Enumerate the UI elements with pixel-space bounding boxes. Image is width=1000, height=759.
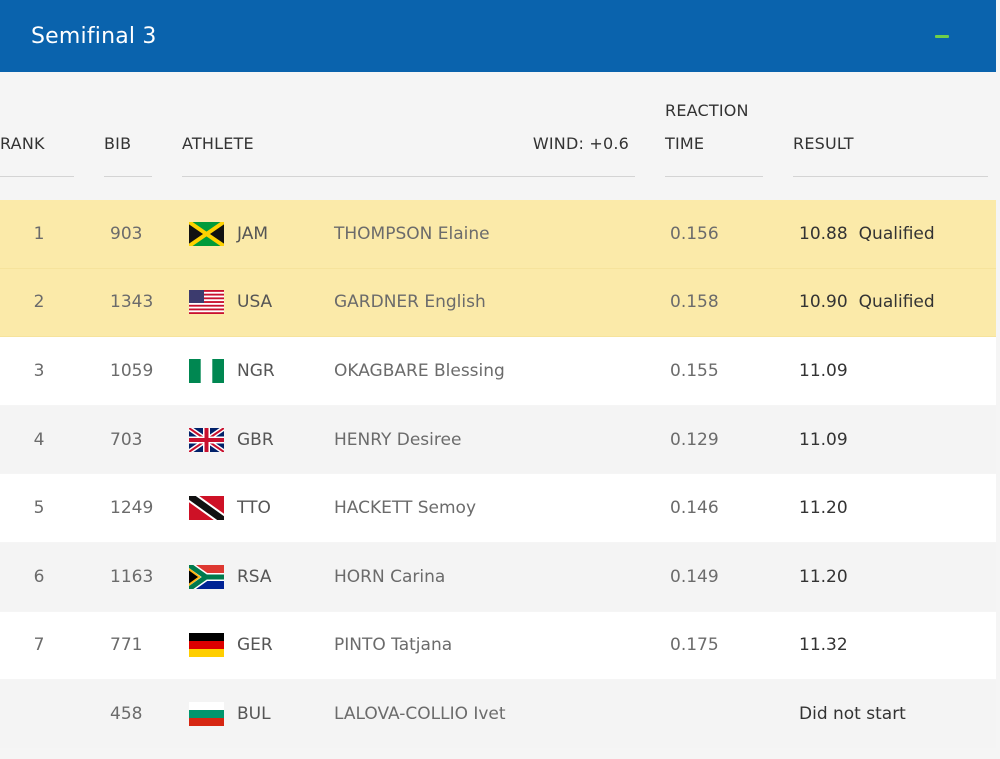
column-reaction-time: REACTION TIME xyxy=(665,72,763,177)
country-code: JAM xyxy=(237,223,269,244)
rank-cell: 7 xyxy=(33,635,45,656)
bib-cell: 1343 xyxy=(110,292,154,313)
rank-cell: 2 xyxy=(33,292,45,313)
results-table-body: 1 903 JAM THOMPSON Elaine 0.156 10.88 Qu… xyxy=(0,200,996,749)
column-result: RESULT xyxy=(793,72,988,177)
column-rank: RANK xyxy=(0,72,74,177)
result-cell: 11.32 xyxy=(799,612,848,680)
athlete-name-link[interactable]: HENRY Desiree xyxy=(334,429,462,450)
table-row[interactable]: 458 BUL LALOVA-COLLIO Ivet Did not start xyxy=(0,680,996,749)
column-bib: BIB xyxy=(104,72,152,177)
result-time: 11.09 xyxy=(799,429,848,450)
reaction-label-line1: REACTION xyxy=(665,101,749,120)
bib-cell: 458 xyxy=(110,703,143,724)
result-cell: Did not start xyxy=(799,680,906,748)
column-athlete: ATHLETE xyxy=(182,72,484,177)
athlete-name-link[interactable]: PINTO Tatjana xyxy=(334,635,453,656)
result-time: 11.32 xyxy=(799,635,848,656)
reaction-time-cell: 0.158 xyxy=(670,292,719,313)
result-cell: 10.88 Qualified xyxy=(799,200,935,268)
bib-cell: 771 xyxy=(110,635,143,656)
semifinal-header[interactable]: Semifinal 3 xyxy=(0,0,996,72)
athlete-name-link[interactable]: THOMPSON Elaine xyxy=(334,223,490,244)
germany-flag-icon xyxy=(189,612,224,680)
collapse-button[interactable] xyxy=(924,24,960,48)
athlete-name-link[interactable]: OKAGBARE Blessing xyxy=(334,360,505,381)
result-cell: 11.09 xyxy=(799,337,848,405)
minus-icon xyxy=(935,34,949,38)
results-table-header: RANK BIB ATHLETE WIND: +0.6 REACTION TIM… xyxy=(0,72,1000,200)
reaction-time-cell: 0.155 xyxy=(670,360,719,381)
table-row[interactable]: 1 903 JAM THOMPSON Elaine 0.156 10.88 Qu… xyxy=(0,200,996,269)
rank-cell: 4 xyxy=(33,429,45,450)
country-code: USA xyxy=(237,292,273,313)
south-africa-flag-icon xyxy=(189,543,224,611)
rank-cell xyxy=(0,680,78,748)
rank-cell: 3 xyxy=(33,360,45,381)
country-code: BUL xyxy=(237,703,271,724)
country-code: RSA xyxy=(237,566,272,587)
bib-cell: 1249 xyxy=(110,498,154,519)
result-time: 11.09 xyxy=(799,360,848,381)
result-cell: 10.90 Qualified xyxy=(799,269,935,337)
bib-cell: 903 xyxy=(110,223,143,244)
result-cell: 11.20 xyxy=(799,474,848,542)
rank-cell: 6 xyxy=(33,566,45,587)
qualified-badge: Qualified xyxy=(858,292,935,313)
table-row[interactable]: 6 1163 RSA HORN Carina 0.149 11.20 xyxy=(0,542,996,612)
result-time: 11.20 xyxy=(799,566,848,587)
athlete-name-link[interactable]: LALOVA-COLLIO Ivet xyxy=(334,703,506,724)
country-code: GBR xyxy=(237,429,274,450)
table-row[interactable]: 5 1249 TTO HACKETT Semoy 0.146 11.20 xyxy=(0,474,996,543)
result-time: 11.20 xyxy=(799,498,848,519)
rank-cell: 1 xyxy=(33,223,45,244)
result-cell: 11.09 xyxy=(799,406,848,474)
table-row[interactable]: 2 1343 USA GARDNER English 0.158 10.90 Q… xyxy=(0,268,996,338)
jamaica-flag-icon xyxy=(189,200,224,268)
uk-flag-icon xyxy=(189,406,224,474)
bulgaria-flag-icon xyxy=(189,680,224,748)
table-row[interactable]: 3 1059 NGR OKAGBARE Blessing 0.155 11.09 xyxy=(0,337,996,406)
reaction-time-cell: 0.149 xyxy=(670,566,719,587)
table-row[interactable]: 4 703 GBR HENRY Desiree 0.129 11.09 xyxy=(0,405,996,475)
bib-cell: 1163 xyxy=(110,566,154,587)
semifinal-title: Semifinal 3 xyxy=(31,23,157,49)
athlete-name-link[interactable]: HORN Carina xyxy=(334,566,446,587)
reaction-time-cell: 0.129 xyxy=(670,429,719,450)
result-time: 10.90 xyxy=(799,292,848,313)
result-cell: 11.20 xyxy=(799,543,848,611)
reaction-label-line2: TIME xyxy=(665,134,705,153)
result-time: Did not start xyxy=(799,703,906,724)
bib-cell: 703 xyxy=(110,429,143,450)
reaction-time-cell: 0.156 xyxy=(670,223,719,244)
country-code: TTO xyxy=(237,498,271,519)
result-time: 10.88 xyxy=(799,223,848,244)
athlete-name-link[interactable]: HACKETT Semoy xyxy=(334,498,477,519)
usa-flag-icon xyxy=(189,269,224,337)
bib-cell: 1059 xyxy=(110,360,154,381)
column-wind: WIND: +0.6 xyxy=(484,72,635,177)
trinidad-flag-icon xyxy=(189,474,224,542)
rank-cell: 5 xyxy=(33,498,45,519)
country-code: NGR xyxy=(237,360,275,381)
qualified-badge: Qualified xyxy=(858,223,935,244)
country-code: GER xyxy=(237,635,273,656)
athlete-name-link[interactable]: GARDNER English xyxy=(334,292,486,313)
nigeria-flag-icon xyxy=(189,337,224,405)
table-row[interactable]: 7 771 GER PINTO Tatjana 0.175 11.32 xyxy=(0,611,996,681)
reaction-time-cell: 0.175 xyxy=(670,635,719,656)
reaction-time-cell: 0.146 xyxy=(670,498,719,519)
